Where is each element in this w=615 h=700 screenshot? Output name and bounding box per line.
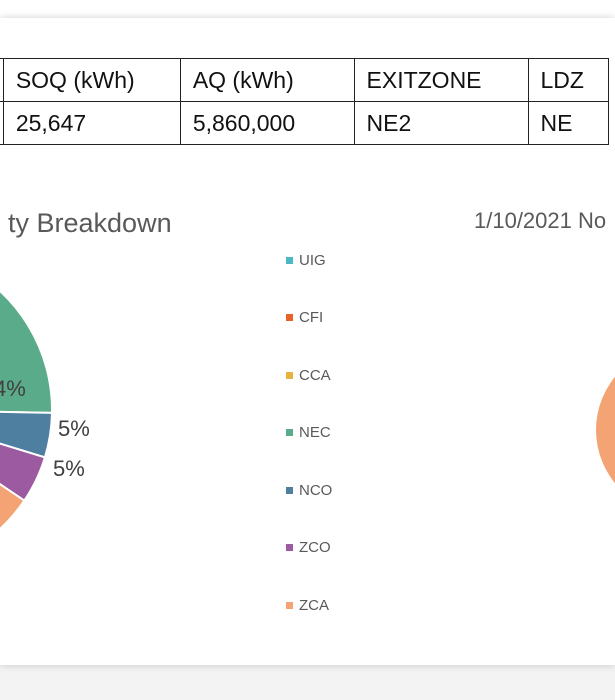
- legend-label: UIG: [299, 251, 326, 269]
- top-strip: [0, 0, 615, 18]
- report-card: SOQ (kWh) AQ (kWh) EXITZONE LDZ 25,647 5…: [0, 18, 615, 665]
- table-row: 25,647 5,860,000 NE2 NE: [0, 101, 609, 145]
- legend-item-zca: ZCA: [286, 595, 329, 615]
- data-label-zco: 5%: [53, 456, 85, 481]
- table-cell-soq: 25,647: [2, 101, 181, 145]
- pie-slice-nec: [0, 289, 53, 414]
- legend-label: NEC: [299, 424, 331, 441]
- table-header-aq: AQ (kWh): [179, 58, 355, 102]
- pie2-slice-zca: [596, 376, 615, 484]
- legend-swatch: [286, 601, 293, 609]
- legend-swatch: [286, 486, 293, 494]
- table-cell-exitzone: NE2: [353, 101, 529, 145]
- legend-label: ZCO: [299, 539, 331, 556]
- breakdown-pie: 4% 5% 5%: [0, 289, 90, 531]
- legend-item-zco: ZCO: [286, 538, 331, 558]
- data-label-nco: 5%: [58, 416, 90, 441]
- table-header-exitzone: EXITZONE: [353, 58, 529, 102]
- meter-details-table: SOQ (kWh) AQ (kWh) EXITZONE LDZ 25,647 5…: [0, 58, 609, 145]
- legend-label: ZCA: [299, 596, 329, 614]
- legend-label: CCA: [299, 366, 331, 384]
- second-pie: [596, 376, 615, 484]
- legend-item-cfi: CFI: [286, 308, 323, 328]
- legend-label: NCO: [299, 481, 333, 499]
- table-cell-aq: 5,860,000: [179, 101, 355, 145]
- legend-label: CFI: [299, 309, 324, 326]
- legend-swatch: [286, 256, 293, 264]
- legend-swatch: [286, 371, 293, 379]
- chart-title: ty Breakdown: [8, 208, 172, 238]
- table-header-row: SOQ (kWh) AQ (kWh) EXITZONE LDZ: [0, 58, 609, 102]
- legend-item-cca: CCA: [286, 365, 331, 385]
- table-header-ldz: LDZ: [527, 58, 609, 102]
- table-cell-ldz: NE: [527, 101, 609, 145]
- legend-item-uig: UIG: [286, 250, 326, 270]
- legend-swatch: [286, 544, 293, 551]
- chart-title-2: 1/10/2021 No: [474, 208, 607, 233]
- legend-swatch: [286, 429, 293, 436]
- legend-swatch: [286, 314, 293, 321]
- data-label-nec: 4%: [0, 376, 26, 401]
- legend-item-nec: NEC: [286, 423, 331, 443]
- legend-item-nco: NCO: [286, 480, 332, 500]
- pie-slice-zca: [0, 482, 26, 531]
- pie-charts-canvas: 4% 5% 5%: [0, 289, 615, 531]
